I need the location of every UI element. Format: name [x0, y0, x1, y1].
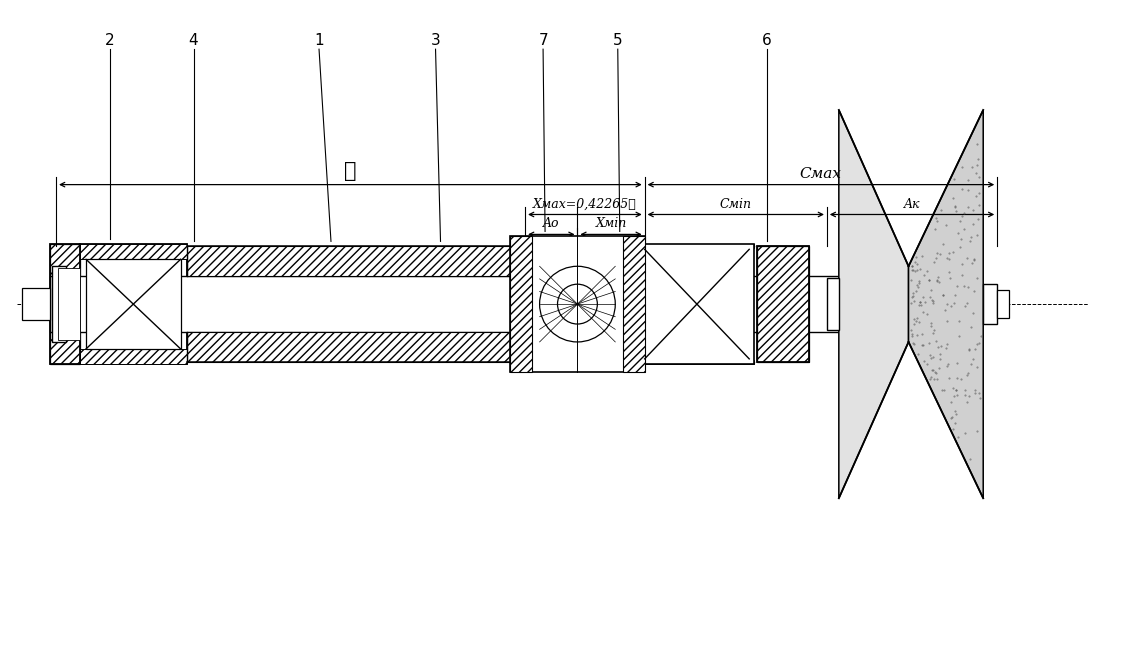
Bar [51, 276, 839, 332]
Text: 3: 3 [430, 33, 441, 47]
Text: ℓ: ℓ [344, 161, 356, 181]
Bar [997, 290, 1009, 318]
Bar [187, 246, 645, 276]
Text: 2: 2 [106, 33, 115, 47]
Bar [22, 288, 51, 320]
Text: 4: 4 [189, 33, 198, 47]
Text: Aо: Aо [543, 217, 560, 231]
Bar [827, 278, 839, 330]
Text: 7: 7 [538, 33, 547, 47]
Polygon shape [908, 110, 984, 498]
Bar [58, 268, 80, 340]
Bar [640, 244, 754, 248]
Bar [80, 244, 187, 364]
Bar [640, 360, 754, 364]
Text: Cмin: Cмin [719, 198, 752, 210]
Bar [87, 259, 181, 349]
Bar [80, 244, 187, 259]
Bar [52, 266, 66, 342]
Bar [51, 244, 80, 364]
Bar [758, 246, 809, 362]
Bar [645, 266, 664, 342]
Text: Cмax: Cмax [800, 167, 842, 181]
Text: Xмin: Xмin [596, 217, 627, 231]
Text: Xмax=0,42265ℓ: Xмax=0,42265ℓ [533, 198, 637, 210]
Bar [640, 244, 754, 364]
Bar [984, 284, 997, 324]
Bar [510, 237, 645, 372]
Bar [623, 237, 645, 372]
Text: 5: 5 [613, 33, 623, 47]
Bar [510, 237, 532, 372]
Bar [51, 244, 80, 364]
Text: 1: 1 [315, 33, 324, 47]
Bar [187, 332, 645, 362]
Bar [758, 246, 809, 362]
Polygon shape [839, 110, 908, 498]
Bar [80, 349, 187, 364]
Text: 6: 6 [762, 33, 772, 47]
Text: Aк: Aк [904, 198, 921, 210]
